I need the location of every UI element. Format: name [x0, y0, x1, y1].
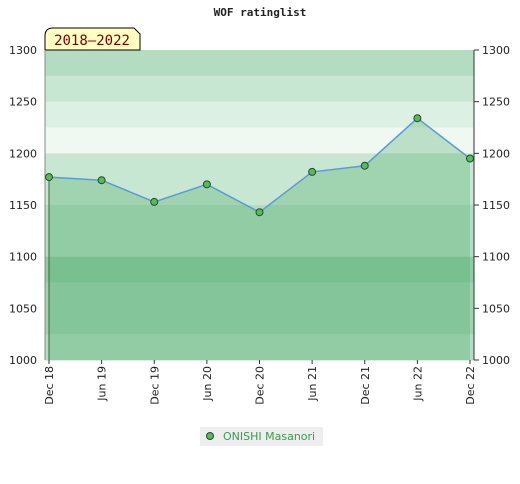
x-tick-label: Dec 18 — [43, 366, 56, 405]
point — [360, 161, 369, 170]
period-label: 2018–2022 — [54, 33, 130, 49]
point — [308, 167, 317, 176]
y2-tick-label: 1200 — [482, 147, 510, 160]
legend-label: ONISHI Masanori — [223, 430, 315, 443]
background-stripe — [45, 101, 474, 128]
background-stripe — [45, 308, 474, 335]
background-stripe — [45, 230, 474, 258]
background-stripe — [45, 256, 474, 283]
background-stripe — [45, 50, 474, 77]
y2-tick-label: 1300 — [482, 44, 510, 57]
y2-tick-label: 1150 — [482, 199, 510, 212]
y-tick-label: 1150 — [9, 199, 37, 212]
y-tick-label: 1300 — [9, 44, 37, 57]
y2-tick-label: 1100 — [482, 251, 510, 264]
legend — [200, 427, 323, 446]
x-tick-label: Jun 22 — [411, 366, 424, 402]
area — [49, 118, 470, 360]
point — [45, 173, 53, 182]
y-tick-label: 1100 — [9, 251, 37, 264]
period-badge — [44, 27, 141, 51]
y-tick-label: 1200 — [9, 147, 37, 160]
background-stripe — [45, 153, 474, 180]
x-tick-label: Dec 20 — [254, 366, 267, 405]
y2-tick-label: 1050 — [482, 302, 510, 315]
legend-marker — [206, 432, 214, 440]
background-stripe — [45, 75, 474, 103]
point — [255, 208, 264, 217]
y-tick-label: 1050 — [9, 302, 37, 315]
y2-tick-label: 1250 — [482, 96, 510, 109]
point — [413, 114, 422, 123]
point — [202, 180, 211, 189]
y-tick-label: 1250 — [9, 96, 37, 109]
x-tick-label: Dec 22 — [464, 366, 477, 405]
x-tick-label: Dec 19 — [148, 366, 161, 405]
y-tick-label: 1000 — [9, 354, 37, 367]
point — [466, 154, 474, 163]
background-stripe — [45, 179, 474, 206]
x-tick-label: Jun 21 — [306, 366, 319, 402]
x-tick-label: Jun 19 — [96, 366, 109, 402]
point — [150, 197, 159, 206]
chart-title: WOF ratinglist — [214, 6, 307, 19]
y2-tick-label: 1000 — [482, 354, 510, 367]
x-tick-label: Dec 21 — [359, 366, 372, 405]
point — [97, 176, 106, 185]
x-tick-label: Jun 20 — [201, 366, 214, 402]
background-stripe — [45, 282, 474, 309]
background-stripe — [45, 334, 474, 361]
